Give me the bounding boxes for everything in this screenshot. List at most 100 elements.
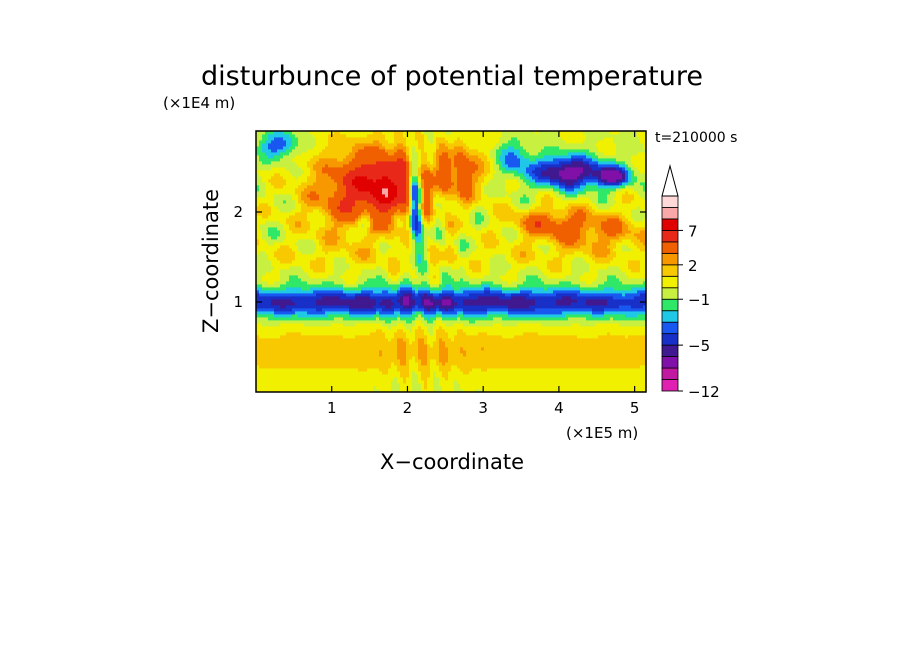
field-cell xyxy=(310,389,314,392)
field-cell xyxy=(619,296,623,300)
field-cell xyxy=(271,371,275,375)
field-cell xyxy=(295,374,299,378)
field-cell xyxy=(529,329,533,333)
field-cell xyxy=(613,353,617,357)
field-cell xyxy=(595,386,599,390)
field-cell xyxy=(517,344,521,348)
field-cell xyxy=(355,290,359,294)
field-cell xyxy=(556,365,560,369)
field-cell xyxy=(511,332,515,336)
field-cell xyxy=(640,302,644,306)
field-cell xyxy=(346,365,350,369)
field-cell xyxy=(400,365,404,369)
field-cell xyxy=(361,380,365,384)
field-cell xyxy=(610,305,614,309)
field-cell xyxy=(460,284,464,288)
field-cell xyxy=(313,377,317,381)
field-cell xyxy=(319,293,323,297)
field-cell xyxy=(289,308,293,312)
field-cell xyxy=(607,299,611,303)
field-cell xyxy=(466,362,470,366)
field-cell xyxy=(631,368,635,372)
field-cell xyxy=(307,377,311,381)
field-cell xyxy=(481,332,485,336)
field-cell xyxy=(598,281,602,285)
field-cell xyxy=(256,320,260,324)
field-cell xyxy=(562,341,566,345)
field-cell xyxy=(583,293,587,297)
field-cell xyxy=(493,293,497,297)
field-cell xyxy=(271,368,275,372)
field-cell xyxy=(634,335,638,339)
field-cell xyxy=(463,314,467,318)
field-cell xyxy=(583,332,587,336)
field-cell xyxy=(367,311,371,315)
field-cell xyxy=(322,350,326,354)
field-cell xyxy=(625,296,629,300)
field-cell xyxy=(421,347,425,351)
field-cell xyxy=(520,281,524,285)
field-cell xyxy=(451,377,455,381)
field-cell xyxy=(319,290,323,294)
field-cell xyxy=(289,290,293,294)
field-cell xyxy=(619,278,623,282)
field-cell xyxy=(268,389,272,392)
field-cell xyxy=(343,353,347,357)
field-cell xyxy=(388,338,392,342)
field-cell xyxy=(625,347,629,351)
field-cell xyxy=(328,368,332,372)
field-cell xyxy=(322,341,326,345)
field-cell xyxy=(358,290,362,294)
field-cell xyxy=(373,356,377,360)
field-cell xyxy=(490,353,494,357)
field-cell xyxy=(565,359,569,363)
field-cell xyxy=(607,347,611,351)
field-cell xyxy=(412,380,416,384)
field-cell xyxy=(532,332,536,336)
field-cell xyxy=(325,308,329,312)
field-cell xyxy=(493,377,497,381)
field-cell xyxy=(409,341,413,345)
field-cell xyxy=(394,335,398,339)
field-cell xyxy=(502,371,506,375)
field-cell xyxy=(316,323,320,327)
field-cell xyxy=(412,314,416,318)
field-cell xyxy=(457,329,461,333)
field-cell xyxy=(631,362,635,366)
field-cell xyxy=(346,314,350,318)
field-cell xyxy=(403,287,407,291)
field-cell xyxy=(526,368,530,372)
field-cell xyxy=(544,353,548,357)
field-cell xyxy=(544,329,548,333)
field-cell xyxy=(322,293,326,297)
field-cell xyxy=(343,356,347,360)
field-cell xyxy=(622,338,626,342)
field-cell xyxy=(604,320,608,324)
field-cell xyxy=(385,353,389,357)
field-cell xyxy=(391,281,395,285)
field-cell xyxy=(622,347,626,351)
field-cell xyxy=(289,389,293,392)
field-cell xyxy=(325,329,329,333)
field-cell xyxy=(475,338,479,342)
field-cell xyxy=(331,335,335,339)
field-cell xyxy=(508,290,512,294)
field-cell xyxy=(586,338,590,342)
field-cell xyxy=(415,317,419,321)
field-cell xyxy=(349,326,353,330)
field-cell xyxy=(487,293,491,297)
field-cell xyxy=(625,362,629,366)
field-cell xyxy=(370,362,374,366)
field-cell xyxy=(406,347,410,351)
field-cell xyxy=(274,326,278,330)
field-cell xyxy=(490,341,494,345)
field-cell xyxy=(595,308,599,312)
field-cell xyxy=(400,329,404,333)
field-cell xyxy=(343,335,347,339)
field-cell xyxy=(301,368,305,372)
field-cell xyxy=(418,284,422,288)
field-cell xyxy=(340,377,344,381)
field-cell xyxy=(394,290,398,294)
field-cell xyxy=(274,329,278,333)
field-cell xyxy=(430,305,434,309)
